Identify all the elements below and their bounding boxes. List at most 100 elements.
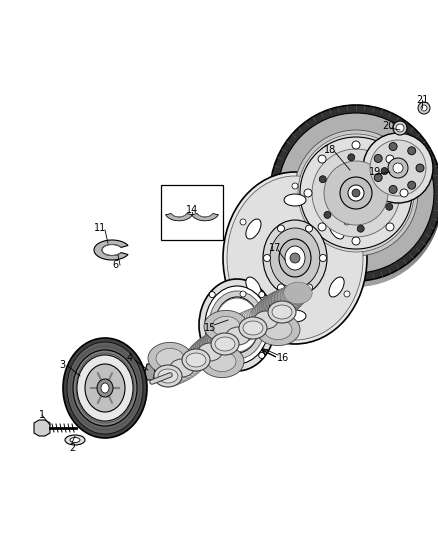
Ellipse shape	[243, 321, 263, 335]
Ellipse shape	[233, 311, 266, 337]
Text: 3: 3	[59, 360, 65, 370]
Text: 21: 21	[416, 95, 428, 105]
Circle shape	[319, 254, 326, 262]
Circle shape	[388, 158, 408, 178]
Ellipse shape	[187, 344, 215, 366]
Ellipse shape	[246, 277, 261, 297]
Ellipse shape	[67, 342, 143, 434]
Circle shape	[421, 105, 427, 111]
Text: 17: 17	[269, 243, 281, 253]
Ellipse shape	[195, 335, 229, 361]
Ellipse shape	[158, 369, 178, 383]
Ellipse shape	[270, 228, 320, 288]
Circle shape	[416, 164, 424, 172]
Ellipse shape	[239, 317, 267, 339]
Circle shape	[264, 254, 271, 262]
Ellipse shape	[97, 379, 113, 397]
Ellipse shape	[264, 320, 292, 340]
Ellipse shape	[219, 322, 249, 345]
Text: 16: 16	[277, 353, 289, 363]
Circle shape	[352, 189, 360, 197]
Circle shape	[259, 352, 265, 358]
Circle shape	[381, 167, 388, 175]
Ellipse shape	[190, 340, 221, 364]
Circle shape	[374, 174, 382, 182]
Ellipse shape	[324, 161, 388, 225]
Ellipse shape	[169, 352, 202, 377]
Ellipse shape	[205, 286, 269, 364]
Ellipse shape	[208, 329, 239, 353]
Ellipse shape	[226, 316, 260, 341]
Ellipse shape	[154, 365, 182, 387]
Ellipse shape	[363, 133, 433, 203]
Text: 15: 15	[204, 323, 216, 333]
Ellipse shape	[212, 317, 240, 336]
Ellipse shape	[215, 337, 235, 351]
Circle shape	[240, 291, 246, 297]
Ellipse shape	[215, 298, 259, 352]
Circle shape	[352, 141, 360, 149]
Circle shape	[348, 154, 355, 161]
Circle shape	[318, 223, 326, 231]
Circle shape	[393, 121, 407, 135]
Ellipse shape	[251, 303, 279, 325]
Text: 6: 6	[112, 260, 118, 270]
Circle shape	[209, 352, 215, 358]
Ellipse shape	[230, 312, 264, 338]
Ellipse shape	[223, 319, 254, 343]
Text: 2: 2	[69, 443, 75, 453]
Ellipse shape	[200, 345, 244, 377]
Ellipse shape	[238, 309, 270, 333]
Text: 14: 14	[186, 205, 198, 215]
Ellipse shape	[204, 310, 248, 342]
Ellipse shape	[256, 313, 300, 345]
Circle shape	[209, 292, 215, 297]
Polygon shape	[192, 214, 218, 221]
Ellipse shape	[224, 317, 257, 342]
Ellipse shape	[268, 289, 301, 314]
Circle shape	[400, 189, 408, 197]
Ellipse shape	[268, 301, 296, 323]
Circle shape	[344, 219, 350, 225]
Ellipse shape	[277, 286, 306, 308]
Ellipse shape	[77, 355, 133, 421]
Ellipse shape	[340, 177, 372, 209]
Ellipse shape	[283, 284, 309, 305]
Ellipse shape	[180, 348, 208, 370]
Ellipse shape	[247, 306, 274, 327]
Circle shape	[389, 185, 397, 193]
Ellipse shape	[312, 149, 400, 237]
Ellipse shape	[188, 342, 219, 365]
Circle shape	[348, 185, 364, 201]
Ellipse shape	[250, 305, 276, 326]
Ellipse shape	[285, 246, 305, 270]
Ellipse shape	[228, 314, 262, 340]
Circle shape	[344, 291, 350, 297]
Text: 18: 18	[324, 145, 336, 155]
Ellipse shape	[246, 219, 261, 239]
Ellipse shape	[300, 137, 412, 249]
Text: 1: 1	[39, 410, 45, 420]
Ellipse shape	[170, 359, 194, 377]
Circle shape	[408, 181, 416, 189]
Ellipse shape	[280, 286, 307, 306]
Ellipse shape	[208, 352, 236, 372]
Ellipse shape	[73, 350, 137, 426]
Ellipse shape	[70, 438, 80, 442]
Ellipse shape	[172, 351, 204, 376]
Text: 19: 19	[369, 167, 381, 177]
Circle shape	[290, 253, 300, 263]
Ellipse shape	[271, 288, 303, 312]
Ellipse shape	[329, 219, 344, 239]
Text: 5: 5	[267, 305, 273, 315]
Ellipse shape	[166, 353, 200, 379]
Ellipse shape	[284, 282, 312, 304]
Ellipse shape	[157, 361, 188, 385]
Ellipse shape	[160, 358, 194, 383]
Circle shape	[357, 225, 364, 232]
Ellipse shape	[63, 338, 147, 438]
Ellipse shape	[211, 333, 239, 355]
Ellipse shape	[197, 334, 231, 359]
Circle shape	[386, 155, 394, 163]
Ellipse shape	[284, 310, 306, 322]
